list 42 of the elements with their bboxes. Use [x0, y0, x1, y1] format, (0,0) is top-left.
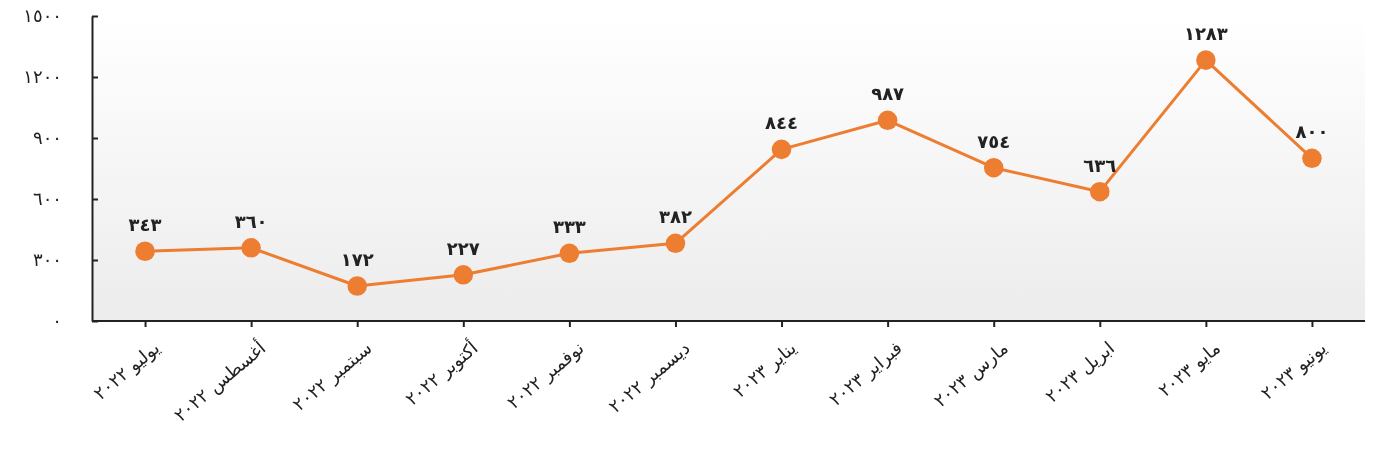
point — [1196, 50, 1216, 70]
data-label: ٨٠٠ — [1295, 121, 1329, 143]
x-tick-label: ابريل ٢٠٢٣ — [1041, 337, 1119, 408]
point — [1302, 148, 1322, 169]
data-label: ٣٤٣ — [128, 214, 162, 236]
x-tick-label: يناير ٢٠٢٣ — [728, 337, 801, 403]
point — [241, 238, 261, 258]
x-tick-label: أكتوبر ٢٠٢٢ — [400, 336, 483, 411]
data-label: ٧٥٤ — [977, 130, 1011, 152]
point — [771, 139, 792, 160]
point — [135, 241, 155, 262]
y-tick-label: ٣٠٠ — [32, 249, 62, 271]
x-tick-label: يوليو ٢٠٢٢ — [89, 337, 165, 405]
x-tick-label: يونيو ٢٠٢٣ — [1256, 337, 1331, 405]
point — [665, 233, 686, 254]
y-tick-label: ٠ — [52, 310, 62, 332]
x-tick-label: سبتمبر ٢٠٢٢ — [288, 337, 377, 416]
x-tick-label: أغسطس ٢٠٢٢ — [169, 336, 270, 426]
x-tick-label: مايو ٢٠٢٣ — [1154, 337, 1225, 402]
data-label: ٣٨٢ — [658, 206, 692, 228]
y-tick-label: ٩٠٠ — [32, 127, 62, 149]
data-label: ٢٢٧ — [446, 237, 480, 259]
point — [347, 276, 367, 296]
data-label: ٣٦٠ — [234, 210, 268, 232]
data-label: ٦٣٦ — [1083, 154, 1117, 176]
point — [559, 243, 580, 264]
point — [983, 157, 1004, 178]
x-tick-label: ديسمبر ٢٠٢٢ — [604, 337, 695, 418]
y-tick-label: ١٢٠٠ — [23, 66, 62, 88]
data-label: ٩٨٧ — [871, 83, 905, 105]
point — [453, 265, 474, 285]
data-label: ٨٤٤ — [765, 112, 799, 134]
x-tick-label: مارس ٢٠٢٣ — [929, 337, 1013, 412]
x-tick-label: نوفمبر ٢٠٢٢ — [502, 337, 589, 414]
y-tick-label: ٦٠٠ — [32, 188, 62, 210]
y-tick-label: ١٥٠٠ — [23, 5, 62, 27]
data-label: ١٢٨٣ — [1183, 23, 1228, 45]
data-label: ٣٣٣ — [552, 216, 586, 238]
data-label: ١٧٢ — [340, 249, 374, 271]
point — [1090, 181, 1110, 202]
point — [877, 110, 898, 131]
x-tick-label: فبراير ٢٠٢٣ — [824, 337, 907, 411]
